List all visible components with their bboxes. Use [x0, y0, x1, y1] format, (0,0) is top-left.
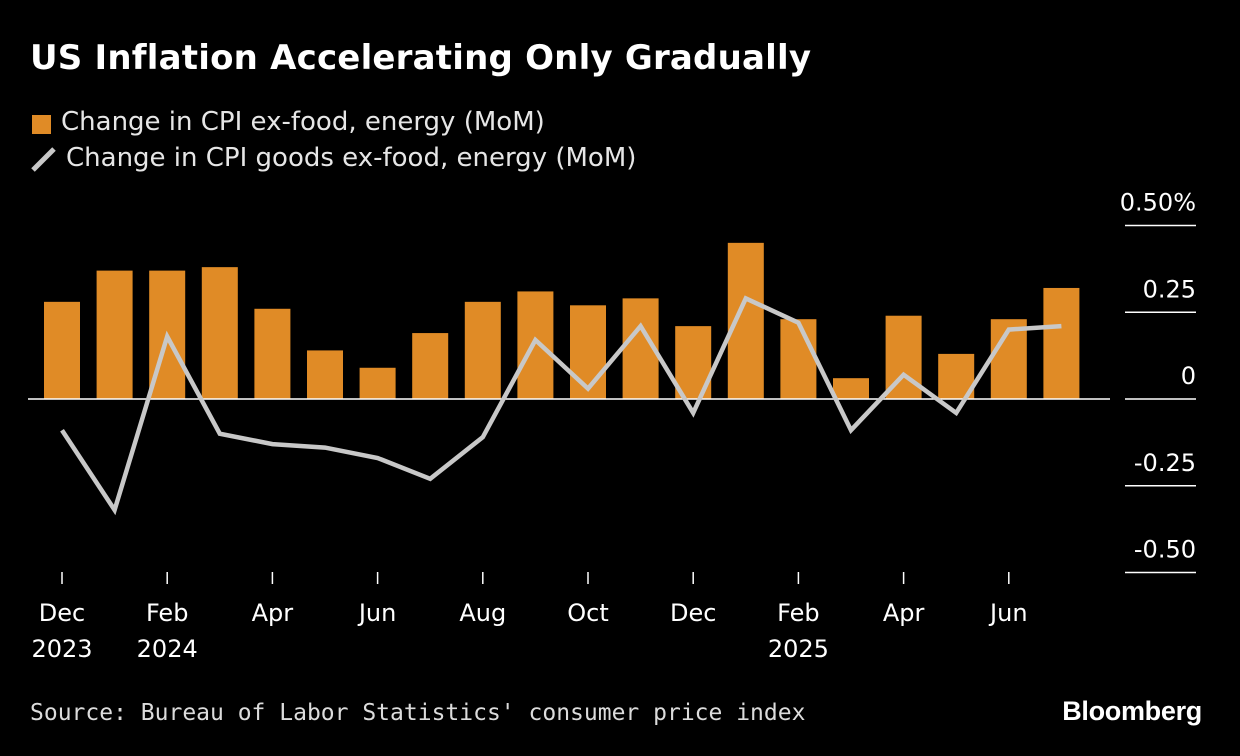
y-tick-label: 0.50%: [1120, 189, 1196, 217]
bar: [1043, 287, 1080, 399]
x-tick-label: Dec: [39, 599, 85, 627]
x-tick-label: Apr: [883, 599, 925, 627]
y-tick-label: -0.50: [1134, 536, 1196, 564]
bar: [307, 350, 343, 399]
x-tick-label: Aug: [459, 599, 506, 627]
chart-title: US Inflation Accelerating Only Gradually: [30, 38, 812, 78]
legend-bar-label: Change in CPI ex-food, energy (MoM): [61, 107, 545, 137]
bar: [833, 378, 869, 399]
x-tick-year-label: 2023: [31, 635, 92, 663]
bar: [359, 367, 396, 399]
chart-plot: 0.50% 0.25 0 -0.25 -0.50 Dec 2023 Feb 2024 Apr Jun…: [28, 189, 1196, 663]
x-tick-label: Oct: [567, 599, 609, 627]
series-line: [60, 295, 1062, 516]
bar: [570, 305, 606, 399]
legend-line-swatch-icon: [31, 147, 56, 172]
bar: [44, 301, 80, 399]
x-tick-year-label: 2025: [768, 635, 829, 663]
bar: [464, 301, 501, 399]
bar: [412, 333, 449, 399]
y-tick-label: 0.25: [1143, 275, 1196, 303]
bar: [517, 291, 554, 399]
bar: [254, 308, 291, 399]
bar: [201, 267, 238, 399]
bloomberg-logo: Bloomberg: [1062, 696, 1202, 726]
legend-bar-swatch-icon: [32, 115, 51, 134]
x-tick-label: Dec: [670, 599, 716, 627]
y-tick-label: -0.25: [1134, 449, 1196, 477]
y-tick-label: 0: [1181, 362, 1196, 390]
legend-line-label: Change in CPI goods ex-food, energy (MoM…: [66, 143, 637, 173]
x-tick-label: Jun: [988, 599, 1028, 627]
x-tick-label: Feb: [146, 599, 189, 627]
bar: [780, 319, 817, 399]
x-tick-year-label: 2024: [137, 635, 198, 663]
x-tick-label: Feb: [777, 599, 820, 627]
source-note: Source: Bureau of Labor Statistics' cons…: [30, 700, 806, 726]
x-tick-label: Apr: [252, 599, 294, 627]
bar: [96, 270, 133, 399]
x-tick-label: Jun: [357, 599, 397, 627]
